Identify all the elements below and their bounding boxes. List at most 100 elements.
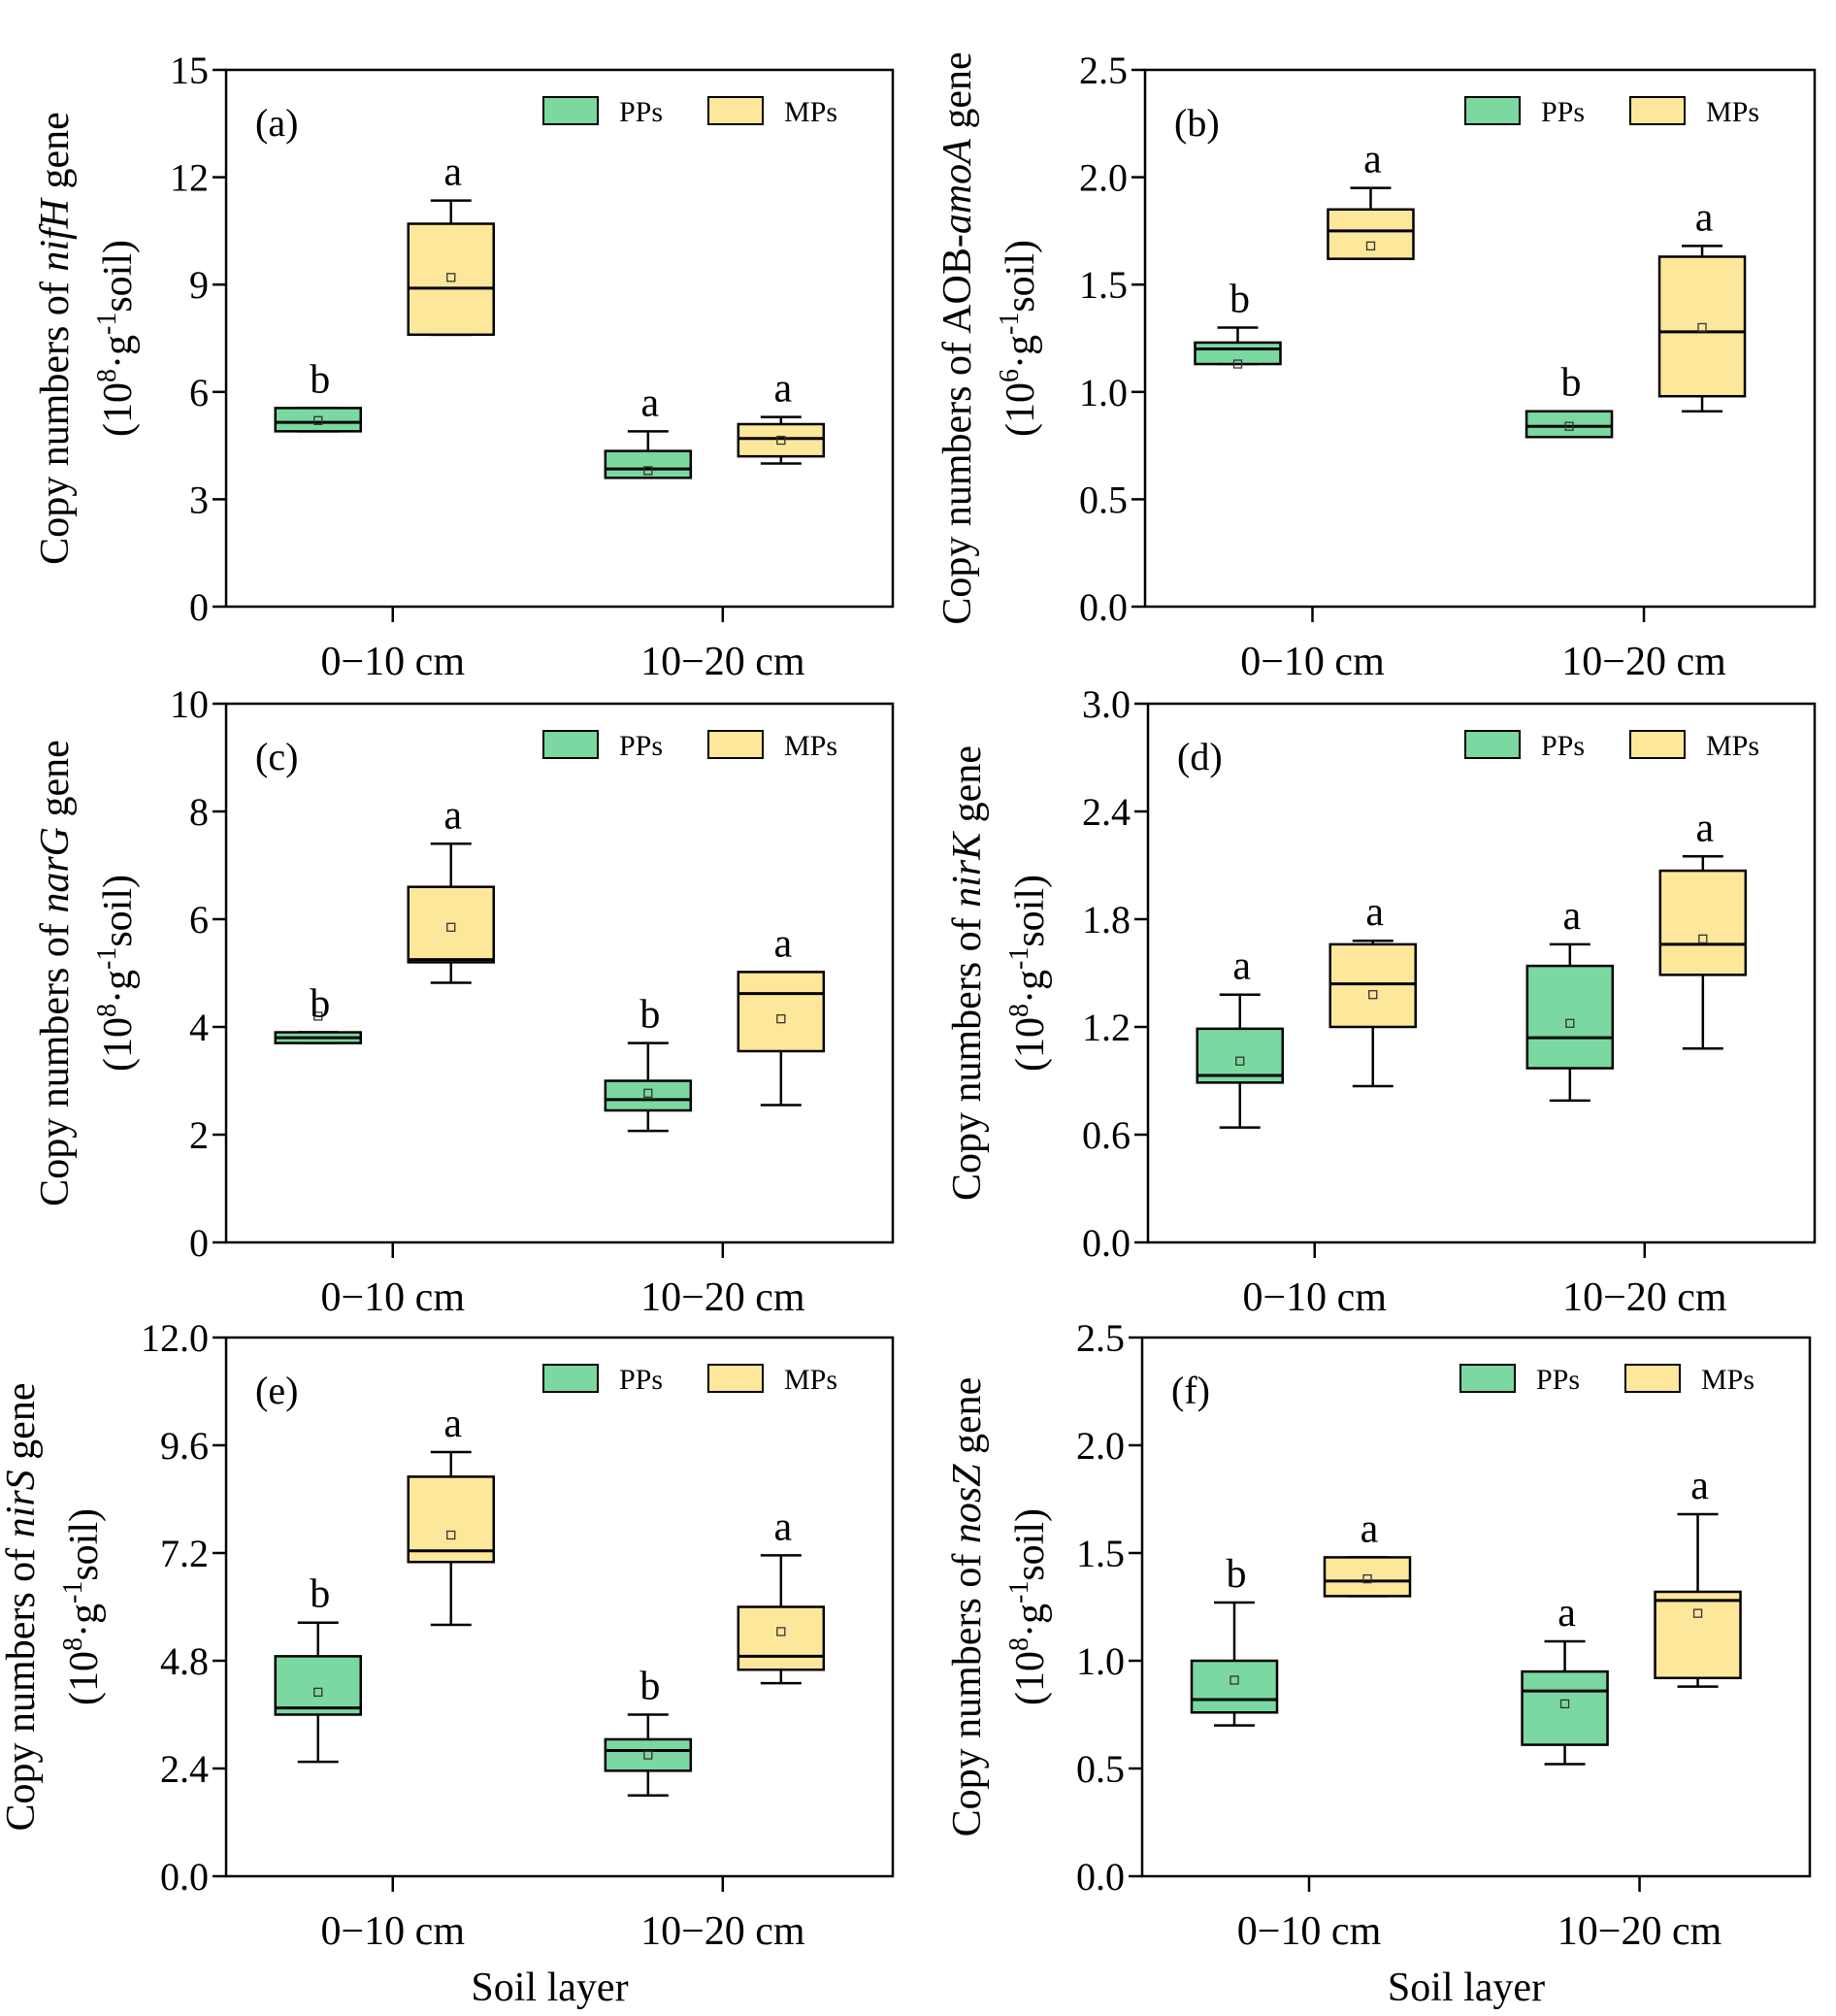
- box-iqr: [737, 422, 826, 458]
- box-iqr: [274, 407, 362, 433]
- y-axis-title: Copy numbers of AOB-amoA gene: [935, 51, 980, 624]
- y-tick-label: 6: [189, 371, 209, 414]
- y-axis-title: Copy numbers of nosZ gene: [945, 1377, 990, 1837]
- plot-frame: [1146, 702, 1817, 1244]
- panel-label: (d): [1177, 735, 1223, 778]
- significance-letter: a: [443, 793, 462, 838]
- y-tick-label: 8: [189, 790, 209, 834]
- box-PPs-1: a: [1521, 1591, 1609, 1766]
- y-axis-unit: (106·g-1soil): [995, 240, 1043, 437]
- box-PPs-0: a: [1196, 944, 1284, 1129]
- box-iqr: [1525, 410, 1614, 439]
- unit-part: soil): [999, 240, 1043, 313]
- y-tick-label: 2.5: [1079, 49, 1128, 92]
- x-tick-label: 10−20 cm: [1562, 1275, 1727, 1320]
- box-iqr: [1328, 942, 1417, 1029]
- significance-letter: a: [773, 367, 792, 412]
- y-axis-title: Copy numbers of narG gene: [33, 740, 78, 1206]
- mean-marker: [1368, 990, 1378, 1000]
- unit-exponent: -1: [1004, 947, 1034, 970]
- box-MPs-1: a: [737, 367, 826, 465]
- y-axis-title-prefix: Copy numbers of: [945, 1543, 990, 1836]
- legend-label-PPs: PPs: [1541, 96, 1585, 128]
- y-axis-title: Copy numbers of nirS gene: [0, 1383, 44, 1832]
- y-axis-title-gene: nirS: [0, 1470, 44, 1537]
- unit-part: soil): [1008, 875, 1053, 947]
- legend-swatch-MPs: [707, 96, 764, 125]
- y-tick-label: 0.6: [1082, 1113, 1131, 1157]
- box-iqr: [407, 885, 495, 964]
- x-tick-label: 0−10 cm: [1240, 640, 1385, 684]
- y-tick-label: 0.0: [1082, 1221, 1131, 1265]
- box-PPs-1: a: [604, 380, 693, 479]
- mean-marker: [1229, 1675, 1239, 1685]
- plot-frame: [224, 702, 895, 1244]
- plot-frame: [224, 68, 895, 609]
- box-MPs-0: a: [407, 150, 495, 337]
- y-axis-title-gene: nirK: [945, 831, 990, 908]
- chart-panel-b: 0.0 0.5 1.0 1.5 2.0 2.5 0−10 cm 10−20 cm Copy nu…: [935, 49, 1817, 684]
- legend-swatch-PPs: [542, 96, 599, 125]
- y-tick-label: 2: [189, 1113, 209, 1157]
- box-iqr: [1327, 208, 1415, 260]
- mean-marker: [1365, 241, 1376, 251]
- y-axis-title-suffix: gene: [33, 112, 78, 199]
- mean-marker: [1697, 322, 1707, 333]
- unit-exponent: 8: [92, 369, 122, 382]
- unit-exponent: 6: [995, 369, 1025, 382]
- x-tick-label: 10−20 cm: [640, 1275, 805, 1320]
- legend-swatch-PPs: [542, 1364, 599, 1393]
- box-iqr: [737, 1605, 826, 1671]
- mean-marker: [313, 1011, 323, 1021]
- y-tick-label: 0.0: [1076, 1855, 1125, 1899]
- y-tick-label: 9: [189, 263, 209, 307]
- legend-label-PPs: PPs: [619, 1364, 663, 1396]
- legend-label-MPs: MPs: [1701, 1364, 1754, 1396]
- unit-exponent: -1: [58, 1581, 88, 1603]
- significance-letter: b: [310, 1572, 330, 1617]
- y-axis-unit: (108·g-1soil): [92, 875, 141, 1072]
- box-PPs-0: b: [274, 982, 362, 1044]
- unit-exponent: -1: [92, 947, 122, 970]
- unit-part: (10: [96, 1017, 141, 1072]
- unit-part: (10: [62, 1651, 107, 1705]
- significance-letter: b: [639, 1665, 660, 1709]
- legend-label-MPs: MPs: [784, 730, 837, 762]
- mean-marker: [643, 1750, 653, 1760]
- y-tick-label: 0.0: [160, 1855, 209, 1899]
- box-MPs-1: a: [737, 1504, 826, 1685]
- significance-letter: b: [1229, 277, 1250, 321]
- x-tick-label: 0−10 cm: [321, 1909, 466, 1954]
- unit-exponent: -1: [995, 313, 1025, 335]
- unit-exponent: 8: [1004, 1637, 1034, 1651]
- mean-marker: [1692, 1608, 1703, 1618]
- y-tick-label: 12: [170, 156, 209, 200]
- mean-marker: [776, 1627, 786, 1636]
- box-iqr: [1190, 1659, 1279, 1714]
- significance-letter: a: [1232, 944, 1251, 989]
- mean-marker: [776, 1014, 786, 1024]
- box-iqr: [737, 971, 826, 1053]
- y-axis-title-gene: nosZ: [945, 1464, 990, 1543]
- x-tick-label: 10−20 cm: [640, 1909, 805, 1954]
- significance-letter: a: [1557, 1591, 1576, 1636]
- mean-marker: [776, 435, 786, 446]
- y-tick-label: 15: [170, 49, 209, 92]
- plot-frame: [224, 1336, 895, 1878]
- y-tick-label: 10: [170, 682, 209, 726]
- box-iqr: [1658, 869, 1748, 976]
- y-tick-label: 9.6: [160, 1424, 209, 1468]
- y-axis-title-suffix: gene: [33, 740, 78, 827]
- y-tick-label: 2.0: [1076, 1424, 1125, 1468]
- mean-marker: [1362, 1573, 1372, 1584]
- legend-label-MPs: MPs: [784, 96, 837, 128]
- legend-swatch-MPs: [707, 1364, 764, 1393]
- significance-letter: b: [1227, 1552, 1247, 1597]
- panel-label: (b): [1174, 101, 1220, 145]
- panel-label: (a): [255, 101, 298, 145]
- box-MPs-0: a: [1327, 138, 1415, 260]
- box-iqr: [407, 222, 495, 337]
- unit-part: soil): [96, 875, 141, 947]
- y-axis-title: Copy numbers of nifH gene: [33, 112, 78, 565]
